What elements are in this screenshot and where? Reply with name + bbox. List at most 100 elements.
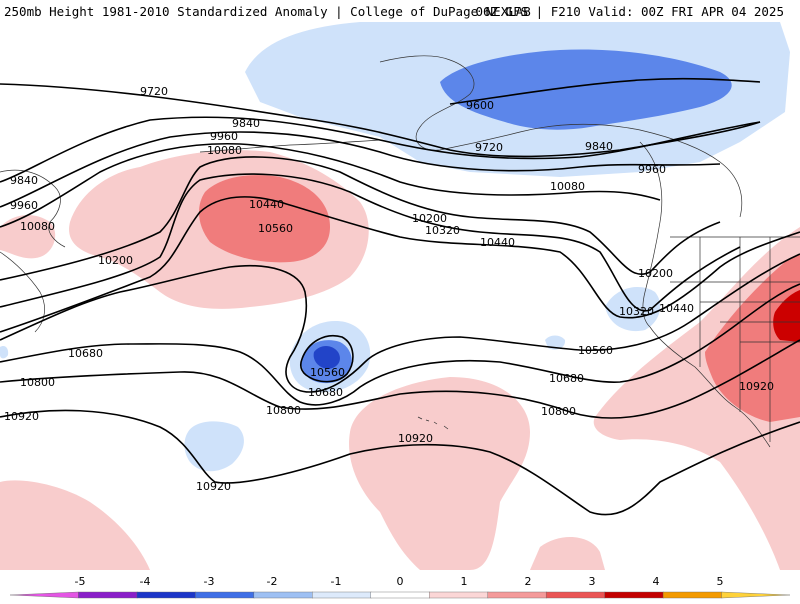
neg3-anomaly-low: [313, 346, 340, 369]
contour-label: 10560: [578, 344, 613, 357]
contour-label: 9960: [10, 199, 38, 212]
contour-label: 9960: [638, 163, 666, 176]
pos3-anomaly-westcoast: [773, 290, 800, 342]
legend-swatch: [429, 591, 489, 599]
coast-asia: [0, 169, 66, 248]
contour-10680: [0, 283, 800, 406]
legend-swatch: [9, 591, 79, 599]
legend-swatch: [195, 591, 255, 599]
legend-tick-label: 1: [461, 575, 468, 588]
legend-tick-label: 0: [397, 575, 404, 588]
contour-label: 10560: [258, 222, 293, 235]
contour-label: 9600: [466, 99, 494, 112]
contour-label: 10200: [638, 267, 673, 280]
legend-swatches: [9, 591, 791, 599]
contour-9840: [0, 116, 761, 183]
pos-anomaly-south-edge: [530, 536, 605, 570]
legend-tick-label: 4: [653, 575, 660, 588]
contour-label: 9840: [232, 117, 260, 130]
contour-label: 9960: [210, 130, 238, 143]
legend-swatch: [604, 591, 664, 599]
coast-bc: [639, 141, 663, 328]
contour-10200: [0, 156, 721, 281]
legend-tick-label: -4: [140, 575, 151, 588]
contour-label: 10080: [207, 144, 242, 157]
contour-9600: [449, 77, 761, 105]
legend-swatch: [487, 591, 547, 599]
legend-tick-label: -1: [331, 575, 342, 588]
contour-label: 10680: [308, 386, 343, 399]
contour-label: 10920: [398, 432, 433, 445]
contour-label: 10680: [549, 372, 584, 385]
legend-tick-label: 3: [589, 575, 596, 588]
contour-label: 10440: [659, 302, 694, 315]
contour-labels: 9720 9840 9960 10080 9840 9960 10080 104…: [4, 85, 774, 493]
state-borders: [670, 236, 800, 442]
coast-alaska: [379, 55, 743, 218]
height-contours: [0, 77, 800, 516]
contour-label: 10920: [4, 410, 39, 423]
color-legend: -5 -4 -3 -2 -1 0 1 2 3 4 5: [0, 570, 800, 600]
map-title: 250mb Height 1981-2010 Standardized Anom…: [4, 4, 531, 19]
contour-label: 9720: [475, 141, 503, 154]
contour-label: 10200: [98, 254, 133, 267]
legend-swatch: [136, 591, 197, 599]
contour-label: 9840: [10, 174, 38, 187]
contour-label: 10440: [480, 236, 515, 249]
contour-9960: [0, 131, 721, 208]
legend-swatch: [312, 591, 372, 599]
header: 250mb Height 1981-2010 Standardized Anom…: [0, 0, 800, 22]
contour-label: 10320: [619, 305, 654, 318]
legend-tick-label: -2: [267, 575, 278, 588]
hawaii-islands: [417, 416, 449, 430]
contour-label: 9840: [585, 140, 613, 153]
legend-swatch: [545, 591, 606, 599]
legend-tick-label: 5: [717, 575, 724, 588]
contour-label: 9720: [140, 85, 168, 98]
pos-anomaly-central: [349, 377, 530, 570]
legend-tick-label: 2: [525, 575, 532, 588]
contour-label: 10080: [550, 180, 585, 193]
contour-10080: [0, 142, 661, 228]
contour-10440: [0, 196, 800, 333]
contour-10560: [0, 253, 800, 393]
contour-10920: [0, 409, 800, 516]
contour-10560-lo: [300, 335, 354, 383]
legend-tick-label: -3: [204, 575, 215, 588]
neg-anomaly-patch-2: [605, 287, 661, 332]
pos-anomaly-farwest: [0, 215, 56, 259]
map-panel: 9720 9840 9960 10080 9840 9960 10080 104…: [0, 22, 800, 570]
anomaly-map: 9720 9840 9960 10080 9840 9960 10080 104…: [0, 22, 800, 570]
contour-10800: [0, 339, 800, 419]
coast-westcoast: [649, 326, 771, 448]
neg2-anomaly-alaska: [440, 49, 732, 130]
coastlines: [0, 55, 800, 448]
contour-label: 10440: [249, 198, 284, 211]
legend-ticks: -5 -4 -3 -2 -1 0 1 2 3 4 5: [75, 575, 724, 588]
contour-label: 10320: [425, 224, 460, 237]
neg-anomaly-patch-1: [184, 421, 244, 472]
neg-anomaly-patch-3: [545, 335, 566, 350]
anomaly-fills: [0, 22, 800, 570]
pos-anomaly-southwest: [0, 480, 150, 570]
contour-label: 10200: [412, 212, 447, 225]
contour-label: 10920: [739, 380, 774, 393]
contour-label: 10800: [541, 405, 576, 418]
contour-label: 10680: [68, 347, 103, 360]
coast-japan: [0, 251, 45, 333]
legend-swatch: [721, 591, 791, 599]
legend-bar: -5 -4 -3 -2 -1 0 1 2 3 4 5: [9, 575, 791, 599]
contour-label: 10920: [196, 480, 231, 493]
legend-swatch: [253, 591, 314, 599]
contour-10320: [0, 173, 741, 312]
coast-aleutians: [199, 139, 381, 153]
legend-swatch: [662, 591, 723, 599]
contour-label: 10080: [20, 220, 55, 233]
run-info: 06Z GFS | F210 Valid: 00Z FRI APR 04 202…: [475, 4, 784, 19]
legend-swatch: [370, 591, 430, 599]
contour-label: 10800: [20, 376, 55, 389]
legend-swatch: [78, 591, 138, 599]
contour-label: 10800: [266, 404, 301, 417]
legend-tick-label: -5: [75, 575, 86, 588]
contour-label: 10560: [310, 366, 345, 379]
